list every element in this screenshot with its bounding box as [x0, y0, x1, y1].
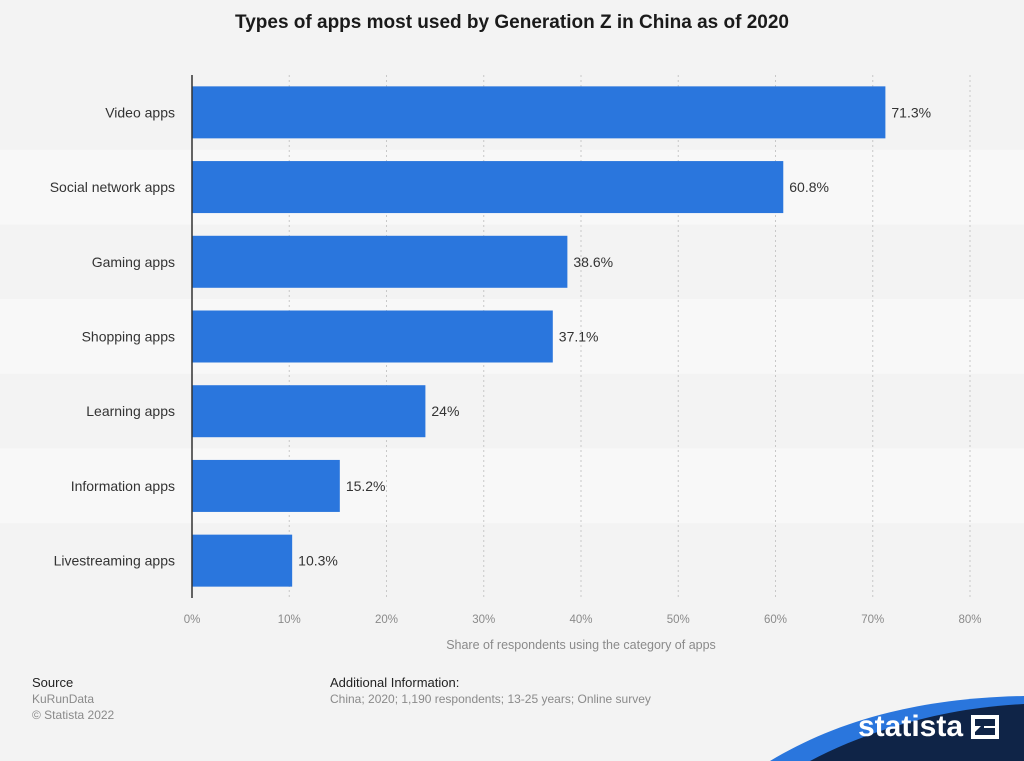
- x-tick-label: 50%: [667, 614, 690, 626]
- x-tick-label: 0%: [184, 614, 201, 626]
- row-band: [0, 448, 1024, 524]
- bar[interactable]: [192, 310, 553, 363]
- category-label: Social network apps: [50, 179, 175, 195]
- category-label: Information apps: [71, 478, 175, 494]
- bars: [192, 86, 886, 587]
- copyright-line: © Statista 2022: [32, 708, 115, 722]
- data-label: 24%: [431, 403, 459, 419]
- additional-info-text: China; 2020; 1,190 respondents; 13-25 ye…: [330, 692, 651, 706]
- category-label: Gaming apps: [92, 254, 175, 270]
- data-label: 37.1%: [559, 329, 599, 345]
- x-tick-label: 10%: [278, 614, 301, 626]
- row-band: [0, 523, 1024, 598]
- data-label: 15.2%: [346, 478, 386, 494]
- data-label: 10.3%: [298, 553, 338, 569]
- statista-logo[interactable]: statista: [858, 710, 1000, 744]
- category-labels: Video apps Social network apps Gaming apps…: [50, 104, 175, 568]
- bar[interactable]: [192, 534, 293, 587]
- x-axis-label: Share of respondents using the category …: [446, 638, 716, 652]
- bar[interactable]: [192, 161, 784, 214]
- category-label: Livestreaming apps: [54, 553, 175, 569]
- x-tick-label: 30%: [472, 614, 495, 626]
- category-label: Shopping apps: [82, 329, 175, 345]
- brand-banner: [770, 696, 1024, 761]
- additional-info-heading: Additional Information:: [330, 675, 460, 690]
- source-block: Source KuRunData © Statista 2022: [32, 674, 114, 723]
- data-label: 60.8%: [789, 179, 829, 195]
- value-labels: 71.3% 60.8% 38.6% 37.1% 24% 15.2% 10.3%: [298, 104, 931, 568]
- source-heading: Source: [32, 675, 74, 690]
- additional-info-block: Additional Information: China; 2020; 1,1…: [330, 674, 651, 707]
- category-label: Learning apps: [86, 403, 175, 419]
- source-line: KuRunData: [32, 692, 95, 706]
- bar[interactable]: [192, 86, 886, 139]
- bar[interactable]: [192, 235, 568, 288]
- category-label: Video apps: [105, 104, 175, 120]
- x-tick-label: 80%: [958, 614, 981, 626]
- bar[interactable]: [192, 459, 340, 512]
- statista-wordmark: statista: [858, 710, 964, 743]
- x-tick-label: 60%: [764, 614, 787, 626]
- x-tick-label: 40%: [569, 614, 592, 626]
- chart-title: Types of apps most used by Generation Z …: [235, 12, 789, 33]
- x-tick-label: 20%: [375, 614, 398, 626]
- data-label: 71.3%: [891, 104, 931, 120]
- x-tick-label: 70%: [861, 614, 884, 626]
- row-band: [0, 373, 1024, 449]
- x-tick-labels: 0% 10% 20% 30% 40% 50% 60% 70% 80%: [184, 614, 982, 626]
- statista-logo-icon: [971, 715, 1000, 739]
- bar[interactable]: [192, 385, 426, 438]
- data-label: 38.6%: [573, 254, 613, 270]
